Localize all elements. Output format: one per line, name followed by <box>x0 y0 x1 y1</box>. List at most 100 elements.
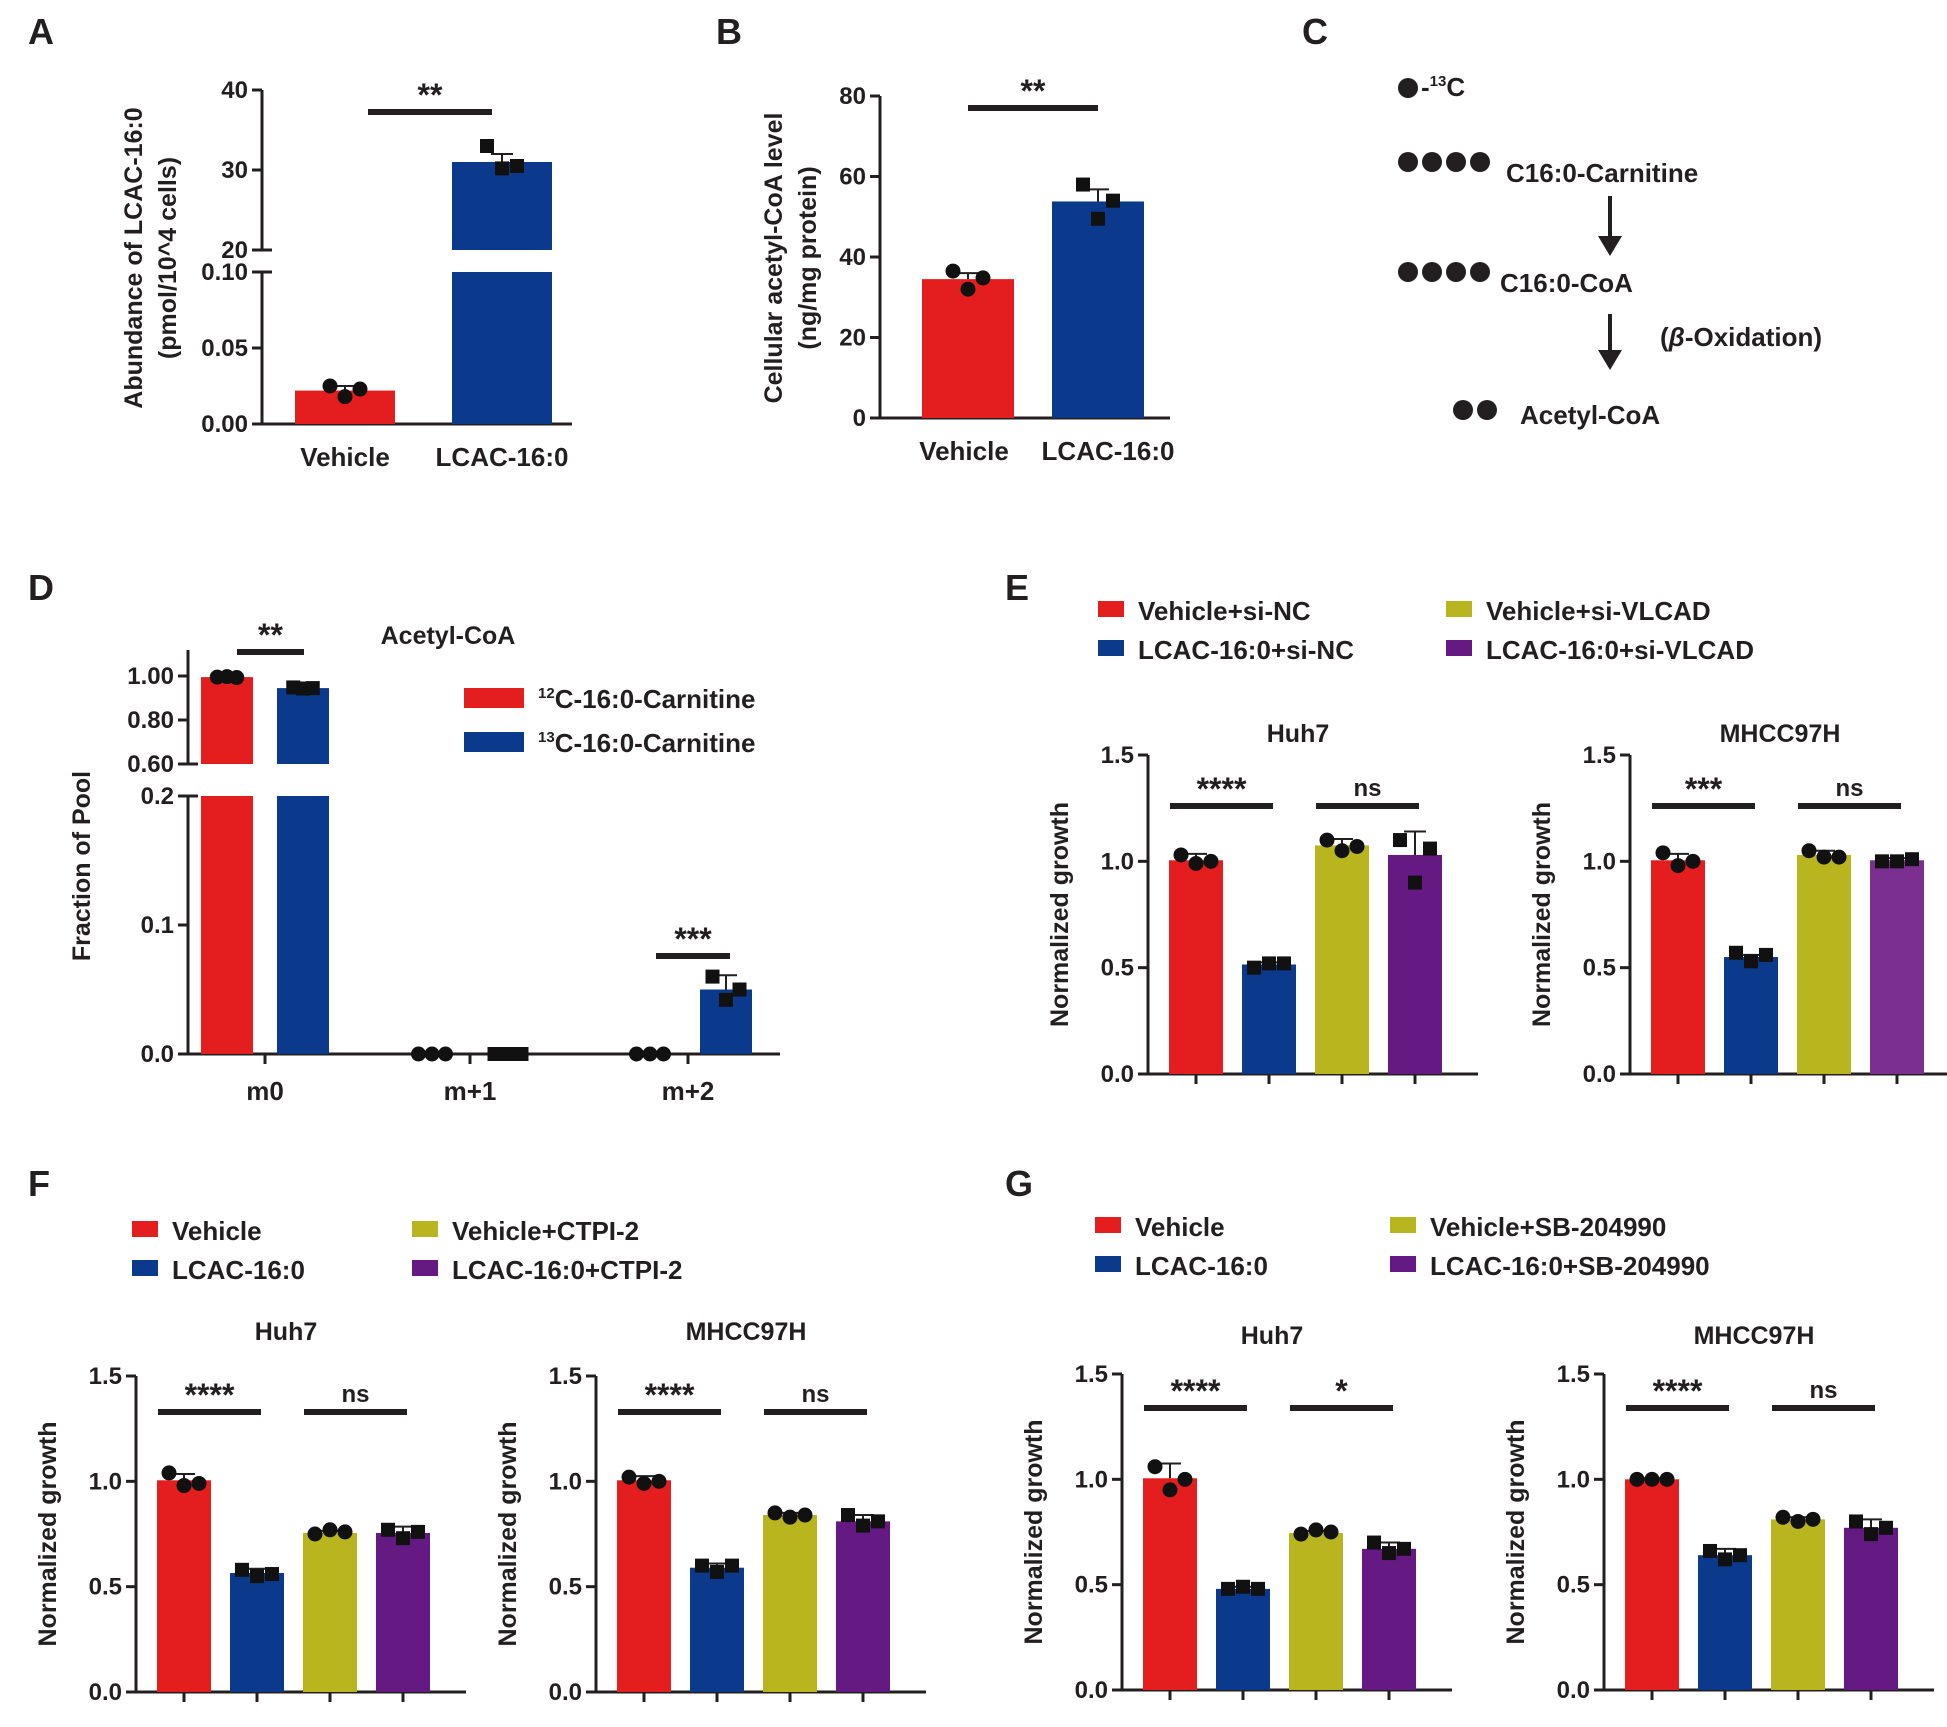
y-tick-label: 40 <box>839 244 866 271</box>
y-tick-label: 0.5 <box>1075 1572 1108 1599</box>
data-point <box>1685 853 1701 869</box>
bar <box>376 1532 430 1692</box>
data-point <box>1733 1548 1747 1563</box>
y-tick-label: 0.0 <box>1101 1061 1134 1088</box>
y-tick-label: 0.0 <box>89 1679 122 1706</box>
data-point <box>1349 838 1365 854</box>
data-point <box>438 1046 453 1062</box>
data-point <box>856 1518 870 1533</box>
data-point <box>1162 1482 1178 1498</box>
data-point <box>1905 852 1919 867</box>
data-point <box>1236 1579 1250 1594</box>
bar <box>1216 1588 1270 1690</box>
data-point <box>1423 841 1437 856</box>
data-point <box>1759 947 1773 962</box>
legend-label: 13C-16:0-Carnitine <box>538 728 756 758</box>
bar <box>1797 854 1851 1074</box>
data-point <box>1251 1581 1265 1596</box>
data-point <box>656 1046 671 1062</box>
legend-swatch <box>1095 1217 1121 1233</box>
data-point <box>871 1514 885 1529</box>
y-tick-label: 0.2 <box>141 783 174 810</box>
data-point <box>1397 1541 1411 1556</box>
bar <box>617 1480 671 1692</box>
step-acetyl-label: Acetyl-CoA <box>1520 400 1660 430</box>
data-point <box>487 1047 502 1061</box>
data-point <box>1293 1526 1309 1542</box>
y-tick-label: 1.5 <box>89 1363 122 1390</box>
bar <box>1315 845 1369 1074</box>
subplot-title: Huh7 <box>1267 720 1330 748</box>
subplot-title: MHCC97H <box>1694 1322 1815 1350</box>
data-point <box>161 1465 177 1481</box>
legend-swatch <box>1098 640 1124 656</box>
data-point <box>381 1522 395 1537</box>
data-point <box>352 381 368 397</box>
carnitine-carbons <box>1398 152 1490 172</box>
bar <box>1870 860 1924 1074</box>
legend-swatch <box>1095 1256 1121 1272</box>
bar <box>1362 1548 1416 1690</box>
data-point <box>1629 1471 1645 1487</box>
data-point <box>337 389 353 405</box>
subplot-mhcc97h: 0.0 0.5 1.0 1.5 MHCC97H **** ns Normalized grow… <box>494 1318 926 1706</box>
legend-label: Vehicle <box>1135 1212 1225 1242</box>
y-axis-label: Normalized growth <box>1020 1419 1048 1644</box>
data-point <box>1323 1524 1339 1540</box>
legend-label: Vehicle+si-VLCAD <box>1486 596 1711 626</box>
data-point <box>695 1558 709 1573</box>
data-point <box>514 1047 529 1061</box>
data-point <box>1801 843 1817 859</box>
legend-label: LCAC-16:0+SB-204990 <box>1430 1251 1710 1281</box>
y-tick-label: 1.0 <box>1101 848 1134 875</box>
data-point <box>651 1473 667 1489</box>
data-point <box>1173 847 1189 863</box>
data-point <box>719 992 733 1007</box>
bar <box>277 796 329 1054</box>
bar <box>230 1572 284 1692</box>
chart-f: Vehicle Vehicle+CTPI-2 LCAC-16:0 LCAC-16:0+… <box>34 1216 926 1706</box>
legend-label: Vehicle+si-NC <box>1138 596 1311 626</box>
bar <box>452 162 552 250</box>
data-point <box>767 1505 783 1521</box>
legend-label: LCAC-16:0+CTPI-2 <box>452 1255 682 1285</box>
data-point <box>621 1469 637 1485</box>
chart-title: Acetyl-CoA <box>381 622 516 650</box>
y-tick-label: 1.0 <box>1557 1466 1590 1493</box>
y-tick-label: 0.5 <box>1557 1572 1590 1599</box>
legend-label: LCAC-16:0 <box>1135 1251 1268 1281</box>
subplot-title: Huh7 <box>255 1318 318 1346</box>
data-point <box>322 1522 338 1538</box>
data-point <box>1147 1459 1163 1475</box>
significance-label: ns <box>1835 775 1863 802</box>
legend-label: LCAC-16:0+si-NC <box>1138 635 1354 665</box>
significance-label: **** <box>645 1377 695 1413</box>
bar <box>1052 201 1144 418</box>
legend-swatch <box>412 1260 438 1276</box>
y-tick-label: 80 <box>839 83 866 110</box>
data-point <box>250 1569 264 1584</box>
data-point <box>710 1564 724 1579</box>
x-category-label: m+1 <box>444 1076 497 1106</box>
significance-label: **** <box>185 1377 235 1413</box>
legend-swatch <box>412 1221 438 1237</box>
y-tick-label: 1.5 <box>549 1363 582 1390</box>
y-tick-label: 0.0 <box>1075 1677 1108 1704</box>
data-point <box>265 1567 279 1582</box>
pathway-diagram: -13C C16:0-Carnitine C16:0-CoA (β-Oxidat… <box>1398 72 1822 430</box>
panel-letter-d: D <box>28 567 54 608</box>
data-point <box>782 1509 798 1525</box>
data-point <box>975 270 991 286</box>
legend-swatch <box>464 688 524 708</box>
data-point <box>337 1524 353 1540</box>
data-point <box>732 982 747 997</box>
data-point <box>1879 1520 1893 1535</box>
data-point <box>1875 854 1889 869</box>
data-point <box>1729 945 1743 960</box>
y-axis-label: Normalized growth <box>1046 802 1074 1027</box>
y-tick-label: 0.0 <box>549 1679 582 1706</box>
y-tick-label: 0.05 <box>201 335 248 362</box>
x-category-label: LCAC-16:0 <box>1042 436 1175 466</box>
